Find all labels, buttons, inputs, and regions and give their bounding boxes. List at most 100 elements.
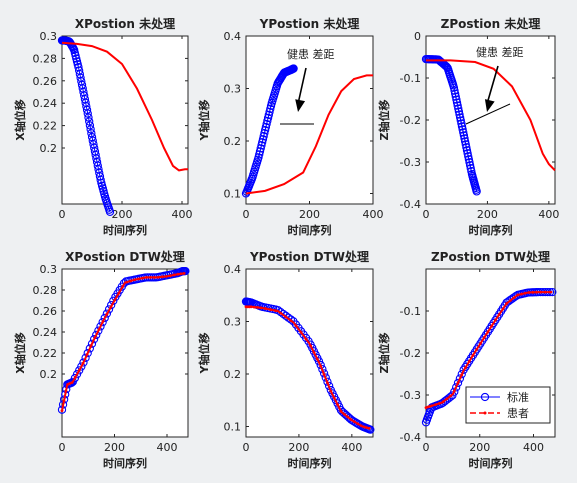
- data-point-patient: [543, 290, 547, 294]
- data-point-patient: [264, 307, 267, 310]
- x-tick-label: 400: [172, 208, 193, 221]
- data-point-patient: [182, 271, 186, 275]
- data-point-standard: [460, 137, 470, 146]
- y-axis-label: Z轴位移: [377, 333, 391, 374]
- data-point-standard: [255, 150, 264, 159]
- x-axis-label: 时间序列: [288, 223, 332, 237]
- data-point-patient: [256, 306, 259, 309]
- y-tick-label: 0.1: [224, 188, 242, 201]
- data-point-patient: [252, 305, 256, 309]
- data-point-patient: [512, 296, 516, 299]
- data-point-patient: [441, 400, 445, 404]
- data-point-standard: [98, 317, 107, 327]
- y-tick-label: 0: [414, 30, 421, 43]
- chart-panel-2: YPostion 未处理 0 200 400 0.1 0.2 0.3 0.4 时间序列 Y轴位移 健…: [197, 16, 384, 237]
- data-point-patient: [259, 306, 263, 310]
- data-point-standard: [257, 141, 266, 150]
- data-point-patient: [539, 290, 543, 294]
- data-point-standard: [265, 107, 274, 117]
- y-tick-label: -0.4: [400, 431, 421, 444]
- data-point-patient: [349, 418, 353, 421]
- x-tick-label: 200: [112, 208, 133, 221]
- data-point-patient: [464, 366, 467, 369]
- chart-panel-3: ZPostion 未处理 0 200 400 -0.4 -0.3 -0.2 -0.1 0 时间序列…: [377, 16, 559, 237]
- data-point-standard: [83, 348, 92, 358]
- data-point-patient: [353, 420, 356, 424]
- data-point-patient: [490, 324, 494, 328]
- data-point-patient: [437, 402, 441, 405]
- chart-title: XPostion 未处理: [75, 16, 175, 31]
- data-point-standard: [457, 122, 467, 131]
- data-point-patient: [505, 302, 509, 305]
- y-tick-label: -0.4: [400, 198, 421, 211]
- data-point-standard: [464, 152, 473, 161]
- data-point-standard: [460, 134, 469, 143]
- data-point-patient: [332, 396, 336, 400]
- x-tick-label: 0: [59, 441, 66, 454]
- data-point-standard: [454, 107, 464, 116]
- data-point-patient: [471, 353, 475, 357]
- y-tick-label: -0.2: [400, 347, 421, 360]
- data-point-patient: [362, 425, 366, 429]
- data-point-standard: [258, 135, 268, 144]
- x-tick-label: 0: [243, 441, 250, 454]
- data-point-standard: [87, 339, 97, 348]
- y-axis-label: X轴位移: [13, 99, 27, 140]
- data-point-standard: [81, 353, 90, 362]
- data-point-patient: [520, 292, 523, 296]
- gap-marker-line: [465, 103, 511, 125]
- data-point-standard: [450, 387, 459, 396]
- data-point-patient: [467, 360, 471, 363]
- data-point-standard: [261, 122, 271, 132]
- data-point-standard: [96, 322, 105, 331]
- y-tick-label: 0.4: [224, 263, 242, 276]
- data-point-patient: [449, 394, 452, 398]
- y-tick-label: 0.28: [33, 52, 58, 65]
- data-point-standard: [462, 146, 472, 155]
- chart-panel-6: ZPostion DTW处理 0 200 400 -0.4 -0.3 -0.2 -0.1 时间序…: [377, 249, 557, 470]
- chart-panel-1: XPostion 未处理 0 200 400 0.2 0.22 0.24 0.26 0.28 0.…: [13, 16, 193, 237]
- data-point-standard: [181, 266, 190, 276]
- data-point-standard: [100, 313, 109, 323]
- data-point-standard: [263, 116, 272, 126]
- x-tick-label: 400: [538, 208, 559, 221]
- data-point-patient: [548, 290, 552, 294]
- data-point-patient: [179, 272, 183, 276]
- data-point-standard: [260, 125, 270, 135]
- y-tick-label: 0.1: [224, 421, 242, 434]
- data-point-standard: [459, 131, 469, 140]
- legend-marker-standard: [480, 392, 490, 402]
- data-point-standard: [263, 113, 273, 123]
- y-tick-label: 0.2: [224, 135, 242, 148]
- legend-label-standard: 标准: [507, 390, 529, 404]
- data-point-patient: [62, 399, 66, 403]
- y-tick-label: 0.4: [224, 30, 242, 43]
- x-axis-label: 时间序列: [469, 456, 513, 470]
- data-point-standard: [450, 86, 459, 95]
- data-point-standard: [260, 129, 269, 138]
- data-point-patient: [172, 273, 176, 277]
- data-point-patient: [160, 275, 164, 279]
- data-point-standard: [455, 110, 464, 119]
- data-point-standard: [82, 105, 92, 115]
- data-point-standard: [266, 104, 275, 113]
- data-point-standard: [92, 330, 101, 340]
- chart-title: ZPostion 未处理: [441, 16, 541, 31]
- y-tick-label: -0.3: [400, 389, 421, 402]
- x-tick-label: 400: [363, 208, 384, 221]
- data-point-standard: [85, 117, 94, 126]
- data-point-patient: [93, 335, 97, 339]
- data-point-patient: [77, 368, 81, 372]
- series-line-patient: [61, 41, 188, 172]
- data-point-standard: [455, 113, 465, 122]
- data-point-patient: [365, 426, 368, 429]
- legend-marker-patient: [483, 411, 487, 415]
- chart-title: XPostion DTW处理: [65, 249, 185, 264]
- data-point-standard: [105, 207, 115, 216]
- data-point-standard: [452, 98, 462, 107]
- data-point-patient: [105, 312, 109, 316]
- data-point-patient: [430, 404, 434, 408]
- data-point-patient: [336, 403, 339, 406]
- data-point-patient: [346, 415, 350, 419]
- chart-title: ZPostion DTW处理: [431, 249, 550, 264]
